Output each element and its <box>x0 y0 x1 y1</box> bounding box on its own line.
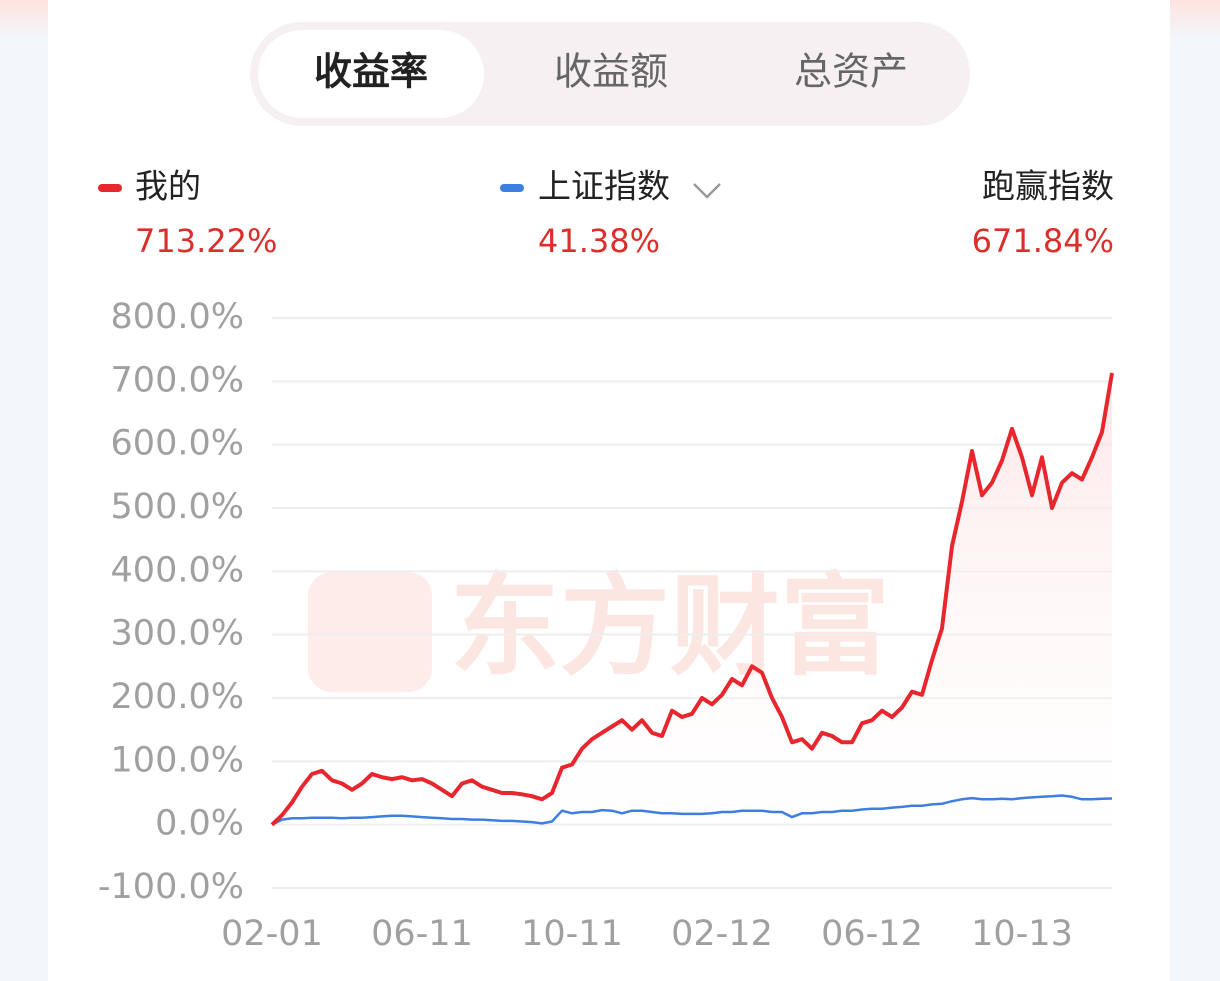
tab[interactable]: 收益率 <box>314 50 428 94</box>
legend-value: 713.22% <box>135 222 277 260</box>
outperform-value: 671.84% <box>972 222 1114 260</box>
dropdown-chevron[interactable] <box>693 183 721 199</box>
y-tick-label: 200.0% <box>111 677 244 717</box>
x-tick-label: 06-12 <box>821 914 923 954</box>
y-tick-label: 600.0% <box>111 424 244 464</box>
y-tick-label: -100.0% <box>98 867 244 907</box>
legend-swatch <box>98 184 122 192</box>
watermark-logo <box>308 572 432 692</box>
active-tab <box>258 30 484 118</box>
x-tick-label: 02-01 <box>221 914 323 954</box>
legend-swatch <box>500 184 524 192</box>
x-tick-label: 06-11 <box>371 914 473 954</box>
line <box>271 794 1113 826</box>
y-tick-label: 700.0% <box>111 360 244 400</box>
tab[interactable]: 总资产 <box>794 50 908 94</box>
area <box>272 373 1112 888</box>
x-tick-label: 10-13 <box>971 914 1073 954</box>
legend-label: 我的 <box>135 167 201 206</box>
outperform-label: 跑赢指数 <box>982 167 1114 206</box>
y-tick-label: 100.0% <box>111 740 244 780</box>
legend-value: 41.38% <box>538 222 660 260</box>
line <box>270 372 1114 827</box>
y-tick-label: 800.0% <box>111 297 244 337</box>
y-tick-label: 300.0% <box>111 614 244 654</box>
legend-label[interactable]: 上证指数 <box>538 167 670 206</box>
x-tick-label: 02-12 <box>671 914 773 954</box>
y-tick-label: 400.0% <box>111 550 244 590</box>
watermark: 东方财富 <box>450 562 890 690</box>
y-tick-label: 500.0% <box>111 487 244 527</box>
y-tick-label: 0.0% <box>155 804 244 844</box>
x-tick-label: 10-11 <box>521 914 623 954</box>
tab[interactable]: 收益额 <box>554 50 668 94</box>
